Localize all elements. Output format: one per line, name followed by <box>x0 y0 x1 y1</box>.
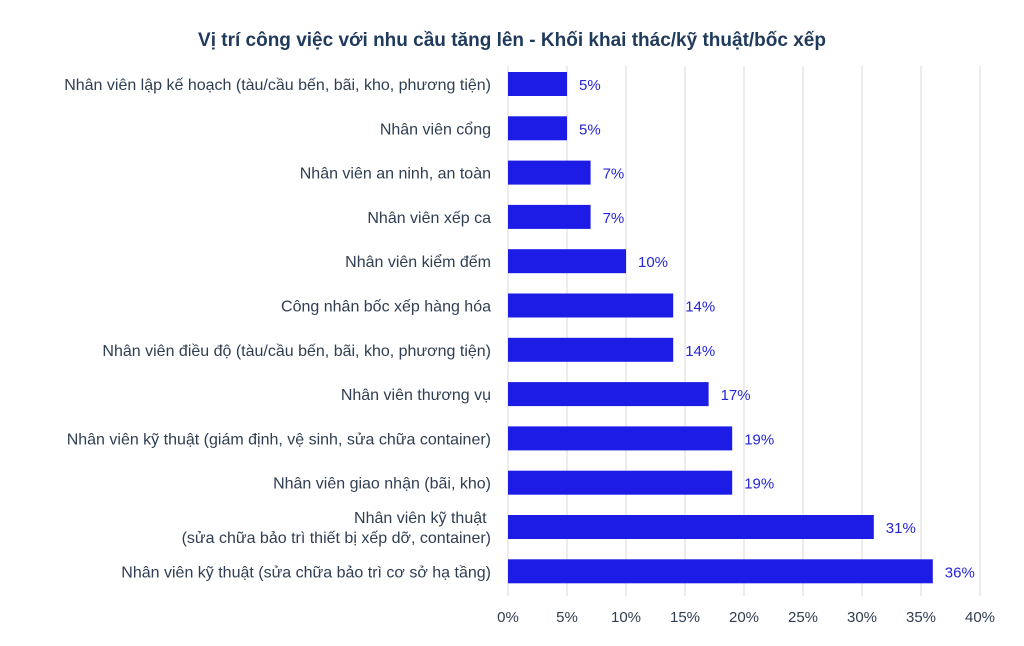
bar <box>508 559 933 584</box>
bar <box>508 204 591 229</box>
value-label: 5% <box>579 77 601 94</box>
value-label: 5% <box>579 121 601 138</box>
category-label: Công nhân bốc xếp hàng hóa <box>281 299 491 316</box>
category-label: Nhân viên kỹ thuật (sửa chữa bảo trì cơ … <box>121 564 491 581</box>
bar <box>508 116 567 141</box>
value-label: 7% <box>603 166 625 183</box>
value-label: 17% <box>721 387 751 404</box>
bars <box>508 72 933 584</box>
x-tick-label: 30% <box>847 609 877 626</box>
bar <box>508 515 874 539</box>
category-labels: Nhân viên lập kế hoạch (tàu/cầu bến, bãi… <box>64 77 491 581</box>
bar <box>508 160 591 185</box>
category-label: Nhân viên thương vụ <box>341 387 491 404</box>
value-label: 19% <box>744 431 774 448</box>
value-label: 7% <box>603 210 625 227</box>
category-label: Nhân viên kỹ thuật (giám định, vệ sinh, … <box>67 431 491 448</box>
x-tick-label: 25% <box>788 609 818 626</box>
value-label: 14% <box>685 299 715 316</box>
value-labels: 5% 5% 7% 7% 10% 14% 14% 17% 19% 19% 31% 36% <box>579 77 975 581</box>
bar <box>508 470 733 495</box>
category-label: Nhân viên kiểm đếm <box>345 253 491 271</box>
value-label: 36% <box>945 564 975 581</box>
bar <box>508 382 709 407</box>
category-label: Nhân viên điều độ (tàu/cầu bến, bãi, kho… <box>102 343 491 360</box>
bar <box>508 337 674 362</box>
gridlines <box>507 66 981 596</box>
x-tick-label: 35% <box>906 609 936 626</box>
x-tick-label: 5% <box>556 609 578 626</box>
value-label: 10% <box>638 254 668 271</box>
x-axis-tick-labels: 0% 5% 10% 15% 20% 25% 30% 35% 40% <box>497 609 995 626</box>
value-label: 19% <box>744 476 774 493</box>
bar <box>508 72 567 96</box>
chart-title: Vị trí công việc với nhu cầu tăng lên - … <box>198 30 826 51</box>
value-label: 14% <box>685 343 715 360</box>
category-label: Nhân viên xếp ca <box>367 210 491 227</box>
category-label: Nhân viên giao nhận (bãi, kho) <box>273 476 491 493</box>
x-tick-label: 40% <box>965 609 995 626</box>
bar <box>508 249 626 274</box>
category-label: Nhân viên lập kế hoạch (tàu/cầu bến, bãi… <box>64 77 491 94</box>
bar <box>508 426 733 451</box>
x-tick-label: 10% <box>611 609 641 626</box>
category-label: Nhân viên kỹ thuật (sửa chữa bảo trì thi… <box>182 510 491 547</box>
x-tick-label: 15% <box>670 609 700 626</box>
bar <box>508 293 674 318</box>
x-tick-label: 20% <box>729 609 759 626</box>
category-label: Nhân viên cổng <box>380 120 491 138</box>
category-label: Nhân viên an ninh, an toàn <box>300 166 491 183</box>
x-tick-label: 0% <box>497 609 519 626</box>
value-label: 31% <box>886 520 916 537</box>
